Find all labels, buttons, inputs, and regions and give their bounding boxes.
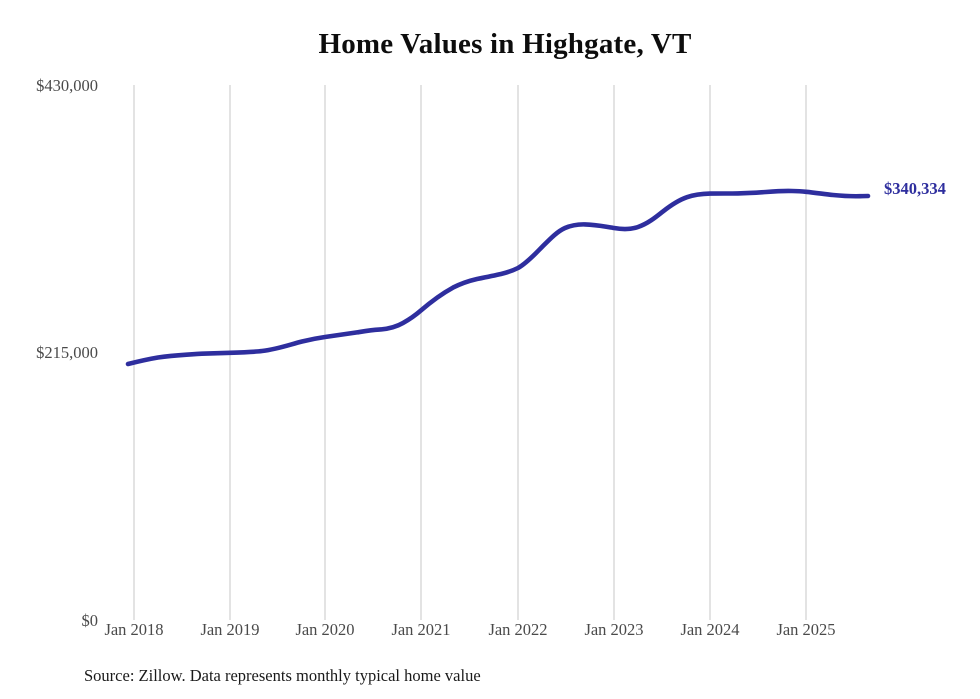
x-axis-tick-label-jan-2022: Jan 2022 xyxy=(488,620,548,639)
source-note: Source: Zillow. Data represents monthly … xyxy=(84,666,481,685)
series-end-value-label: $340,334 xyxy=(884,179,946,198)
y-axis-tick-label-bottom: $0 xyxy=(81,611,99,630)
x-axis-tick-label-jan-2021: Jan 2021 xyxy=(391,620,451,639)
x-axis-tick-label-jan-2019: Jan 2019 xyxy=(200,620,260,639)
y-axis-tick-label-top: $430,000 xyxy=(36,76,98,95)
series-line-typical-home-value xyxy=(125,188,871,367)
x-axis-tick-label-jan-2023: Jan 2023 xyxy=(584,620,644,639)
x-axis-tick-label-jan-2020: Jan 2020 xyxy=(295,620,355,639)
x-axis-tick-label-jan-2024: Jan 2024 xyxy=(680,620,740,639)
x-axis-tick-label-jan-2018: Jan 2018 xyxy=(104,620,164,639)
y-axis-tick-label-mid: $215,000 xyxy=(36,343,98,362)
chart-title: Home Values in Highgate, VT xyxy=(318,28,692,60)
x-axis-tick-label-jan-2025: Jan 2025 xyxy=(776,620,836,639)
